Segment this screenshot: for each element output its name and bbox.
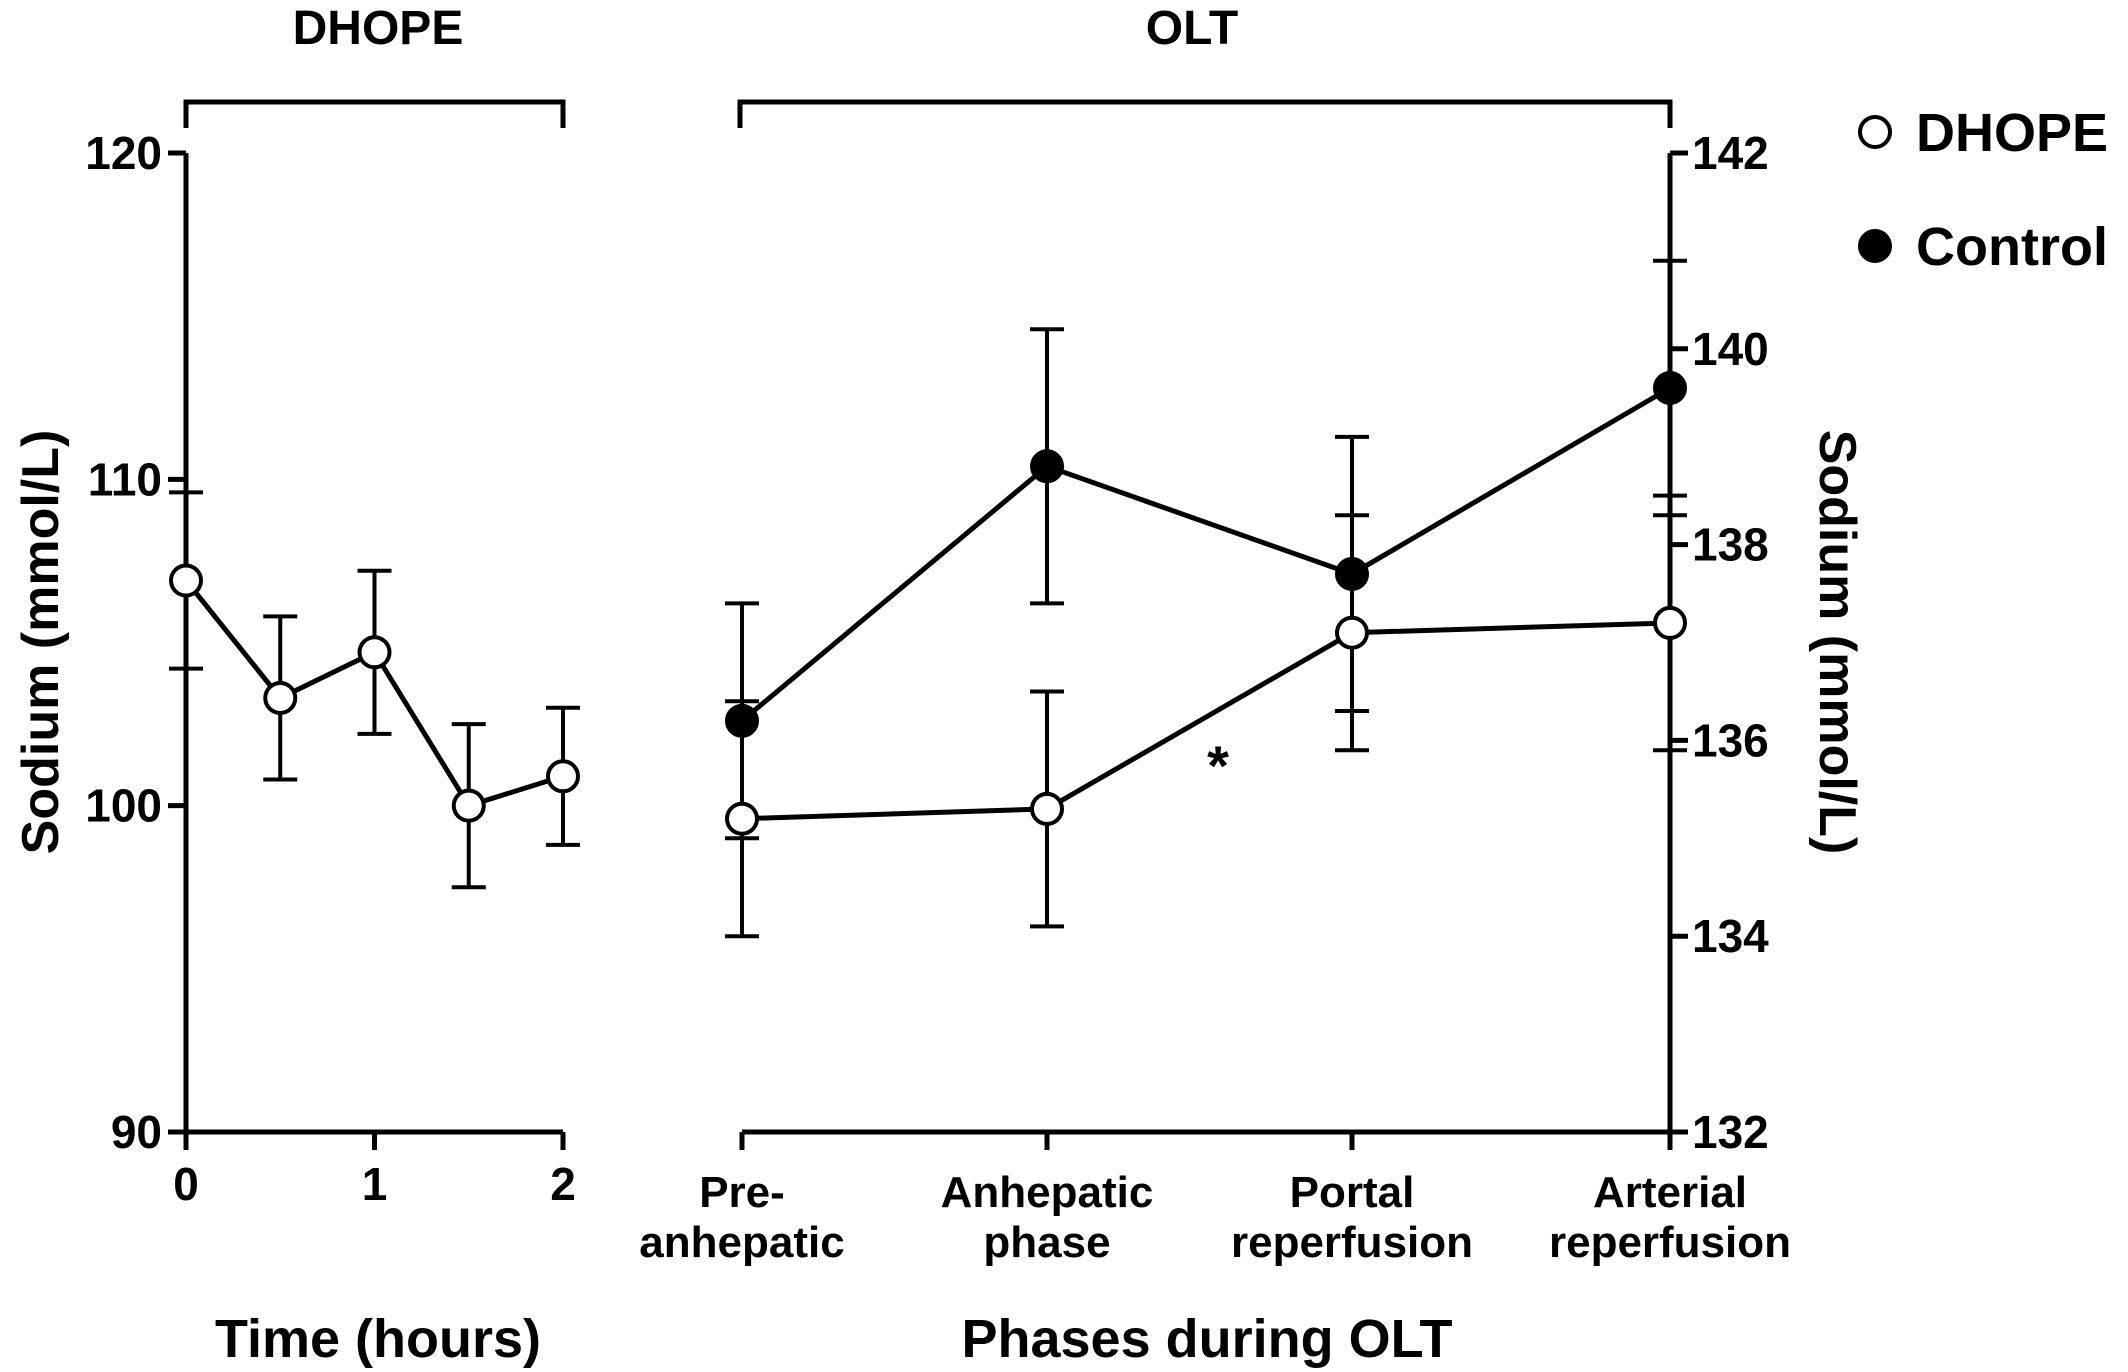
olt-category-label: phase <box>983 1218 1110 1267</box>
legend-label-dhope: DHOPE <box>1916 103 2108 163</box>
dhope-y-axis-label: Sodium (mmol/L) <box>12 430 70 855</box>
olt-y-tick-label: 142 <box>1692 127 1769 179</box>
olt-panel-header: OLT <box>1146 2 1238 55</box>
dhope-panel-header: DHOPE <box>293 2 464 55</box>
significance-asterisk: * <box>1207 734 1229 797</box>
olt-series-line-dhope <box>741 620 1671 822</box>
olt-category-label: Portal <box>1290 1168 1415 1217</box>
olt-category-label: reperfusion <box>1549 1218 1791 1267</box>
dhope-x-axis-label: Time (hours) <box>215 1309 541 1369</box>
olt-data-point-dhope <box>1653 605 1687 640</box>
legend-marker-control <box>1858 229 1892 263</box>
olt-data-point-dhope <box>1335 615 1369 650</box>
olt-data-point-dhope <box>1030 791 1064 826</box>
olt-category-label: Pre- <box>699 1168 785 1217</box>
olt-header-bracket <box>737 99 1673 128</box>
olt-y-axis-label: Sodium (mmol/L) <box>1808 430 1866 855</box>
legend-marker-dhope <box>1858 115 1892 149</box>
dhope-data-point <box>357 635 392 670</box>
dhope-header-bracket <box>183 99 566 128</box>
legend: DHOPE Control <box>1858 103 2108 277</box>
dhope-x-tick-label: 0 <box>173 1158 199 1210</box>
olt-category-label: reperfusion <box>1231 1218 1473 1267</box>
dhope-y-tick-label: 110 <box>88 453 162 505</box>
dhope-y-tick-label: 90 <box>111 1106 162 1158</box>
olt-data-point-control <box>725 703 759 738</box>
dhope-y-tick-label: 120 <box>85 127 162 179</box>
dhope-data-point <box>169 563 203 598</box>
olt-x-axis-label: Phases during OLT <box>961 1309 1452 1369</box>
olt-panel: OLT 132 134 136 138 140 142 Pre-anhepatic Anhe… <box>639 2 1866 1369</box>
olt-y-tick-label: 138 <box>1692 519 1769 571</box>
olt-category-label: Arterial <box>1593 1168 1747 1217</box>
dhope-data-point <box>546 759 580 794</box>
olt-y-tick-label: 140 <box>1692 323 1769 375</box>
olt-category-label: anhepatic <box>639 1218 844 1267</box>
olt-series-line-control <box>740 385 1672 723</box>
dhope-data-point <box>451 788 486 823</box>
olt-y-tick-label: 132 <box>1692 1106 1769 1158</box>
dhope-x-tick-label: 2 <box>550 1158 576 1210</box>
olt-y-tick-label: 134 <box>1692 910 1769 962</box>
dhope-panel: DHOPE 90 100 110 120 0 1 2 Time (hours) Sodium… <box>12 2 580 1369</box>
olt-category-label: Anhepatic <box>941 1168 1154 1217</box>
dhope-x-tick-label: 1 <box>362 1158 388 1210</box>
dhope-y-tick-label: 100 <box>85 780 162 832</box>
olt-data-point-control <box>1335 556 1369 591</box>
legend-label-control: Control <box>1916 217 2108 277</box>
olt-y-tick-label: 136 <box>1692 714 1769 766</box>
olt-data-point-dhope <box>725 801 759 836</box>
olt-data-point-control <box>1030 449 1064 484</box>
dhope-data-point <box>263 680 298 715</box>
olt-data-point-control <box>1653 370 1687 405</box>
